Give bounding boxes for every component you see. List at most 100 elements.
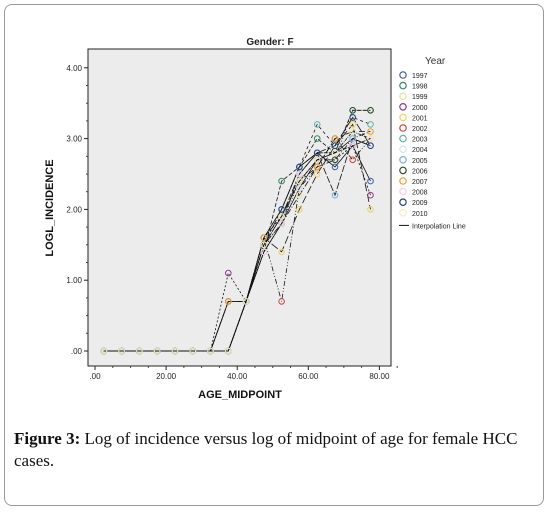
series-lines [103, 109, 371, 352]
data-point-2007 [313, 163, 321, 171]
data-point-2010 [189, 347, 197, 355]
data-point-2002 [349, 156, 357, 164]
data-point-2006 [367, 107, 374, 114]
data-point-2009 [278, 206, 285, 213]
legend-label-1998: 1998 [412, 84, 428, 91]
legend-marker-1999 [399, 92, 407, 101]
legend-label-2000: 2000 [412, 105, 428, 112]
data-point-2010 [367, 135, 374, 142]
data-point-2007 [367, 128, 374, 135]
x-axis-label: AGE_MIDPOINT [198, 389, 282, 401]
x-tick-label: 80.00 [369, 372, 390, 381]
x-tick-label: 40.00 [227, 372, 248, 381]
legend-label-2006: 2006 [412, 168, 428, 175]
legend-marker-2000 [399, 103, 407, 111]
legend-marker-1998 [399, 81, 407, 90]
y-tick-label: 1.00 [66, 276, 82, 285]
data-point-1998 [313, 135, 321, 142]
data-point-2009 [349, 114, 357, 121]
data-point-2001 [313, 170, 321, 178]
data-point-2001 [367, 206, 374, 213]
data-point-2010 [225, 347, 232, 355]
x-tick-label: 60.00 [298, 372, 319, 381]
data-point-2010 [242, 298, 250, 305]
data-point-2010 [313, 156, 321, 164]
legend-marker-2008 [399, 187, 407, 196]
y-axis-ticks: .00 1.00 2.00 3.00 4.00 [66, 64, 88, 356]
data-point-2010 [349, 128, 357, 135]
legend-label-2007: 2007 [412, 179, 428, 186]
data-point-2010 [136, 347, 143, 355]
data-point-2008 [296, 170, 303, 178]
data-point-2008 [260, 248, 268, 256]
legend-marker-2009 [399, 198, 407, 207]
data-point-2008 [349, 142, 357, 149]
legend-label-2001: 2001 [412, 115, 428, 122]
y-tick-label: .00 [71, 347, 83, 356]
data-point-2001 [278, 248, 285, 256]
data-point-2010 [260, 241, 268, 249]
caption-label: Figure 3: [14, 429, 81, 448]
x-axis-ticks: .00 20.00 40.00 60.00 80.00 [89, 366, 398, 381]
series-line-2010 [103, 131, 371, 352]
data-point-2010 [278, 213, 285, 220]
legend-marker-2010 [399, 209, 407, 217]
legend-marker-2003 [399, 134, 407, 143]
legend-marker-2006 [399, 166, 407, 175]
data-point-2009 [296, 163, 303, 171]
legend-interpolation-label: Interpolation Line [412, 223, 466, 230]
legend-marker-2001 [399, 113, 407, 122]
legend: 1997 1998 1999 2000 2001 2002 2003 2004 2005 2006… [399, 71, 466, 230]
data-point-1997 [331, 163, 339, 171]
legend-label-2005: 2005 [412, 158, 428, 165]
data-point-2010 [207, 347, 214, 355]
data-point-2007 [260, 234, 268, 241]
data-point-2002 [278, 298, 285, 305]
data-point-2010 [153, 347, 161, 355]
data-point-2009 [331, 142, 339, 149]
data-point-2006 [349, 107, 357, 114]
data-point-2007 [225, 298, 232, 305]
legend-label-2004: 2004 [412, 147, 428, 154]
legend-title: Year [425, 56, 446, 67]
data-point-2010 [171, 347, 179, 355]
data-point-2005 [331, 191, 339, 199]
data-point-2009 [367, 142, 374, 149]
data-point-2006 [331, 156, 339, 164]
data-point-2001 [349, 121, 357, 128]
y-tick-label: 3.00 [66, 135, 82, 144]
data-point-2005 [349, 135, 357, 142]
y-axis-label: LOGL_INCIDENCE [44, 159, 56, 256]
legend-label-2003: 2003 [412, 137, 428, 144]
data-point-1999 [296, 191, 303, 199]
figure-frame [4, 4, 544, 506]
data-point-2007 [331, 135, 339, 142]
incidence-chart: Gender: F AGE_MIDPOINT LOGL_INCIDENCE .0… [44, 37, 466, 401]
legend-label-2002: 2002 [412, 126, 428, 133]
data-point-2009 [313, 149, 321, 157]
legend-label-2008: 2008 [412, 190, 428, 197]
x-tick-label: 20.00 [156, 372, 177, 381]
data-point-2003 [367, 121, 374, 128]
data-point-2010 [100, 347, 108, 355]
y-tick-label: 2.00 [66, 205, 82, 214]
legend-label-2010: 2010 [412, 211, 428, 218]
figure-caption: Figure 3: Log of incidence versus log of… [14, 428, 540, 472]
data-point-1997 [367, 177, 374, 185]
legend-marker-2002 [399, 124, 407, 132]
legend-label-1997: 1997 [412, 73, 428, 80]
data-point-2008 [278, 220, 285, 227]
legend-marker-1997 [399, 71, 407, 79]
legend-marker-2007 [399, 177, 407, 185]
chart-title: Gender: F [246, 37, 293, 48]
legend-marker-2005 [399, 156, 407, 164]
data-point-2004 [296, 184, 303, 192]
data-point-2010 [296, 177, 303, 185]
plot-area [87, 48, 392, 367]
legend-label-1999: 1999 [412, 94, 428, 101]
x-tick-label: .00 [89, 372, 101, 381]
data-point-2003 [313, 121, 321, 128]
data-point-2001 [296, 206, 303, 213]
series-points [100, 107, 374, 355]
data-point-2010 [118, 347, 125, 355]
